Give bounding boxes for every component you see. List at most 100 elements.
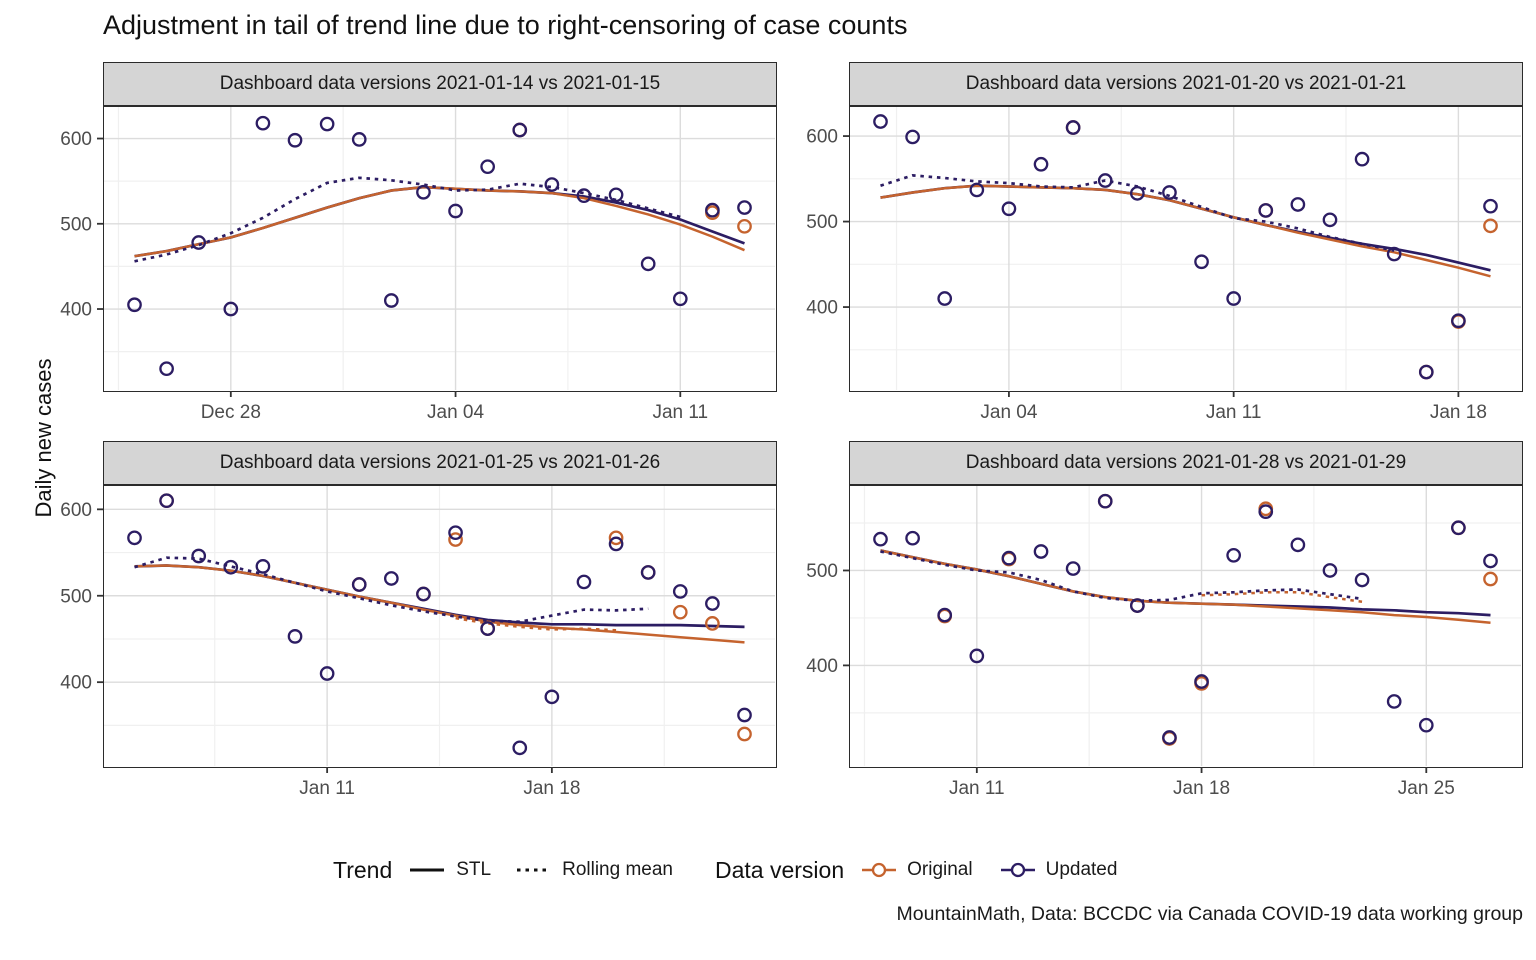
data-point-original [737, 218, 752, 234]
data-point-updated [191, 235, 207, 250]
rolling-mean-original [1201, 591, 1363, 604]
data-point-updated [672, 291, 688, 307]
data-point-updated [544, 177, 560, 192]
data-point-updated [319, 666, 335, 681]
original-key-icon [862, 862, 897, 878]
facet-strip-2-label: Dashboard data versions 2021-01-20 vs 20… [965, 73, 1407, 94]
data-point-updated [1194, 674, 1209, 689]
data-point-updated [1483, 553, 1498, 569]
data-point-updated [937, 291, 953, 306]
data-point-updated [1354, 151, 1370, 167]
data-point-updated [1258, 504, 1274, 519]
data-point-updated [319, 116, 335, 132]
data-point-updated [512, 740, 528, 756]
facet-strip-2: Dashboard data versions 2021-01-20 vs 20… [849, 62, 1523, 106]
data-point-updated [191, 548, 207, 564]
y-tick-label: 400 [60, 673, 92, 694]
y-tick-label: 500 [60, 586, 92, 607]
data-point-updated [223, 559, 239, 575]
x-tick-label: Dec 28 [201, 402, 261, 423]
x-tick-label: Jan 11 [652, 402, 708, 423]
stl-trend-updated [880, 549, 1491, 617]
facet-strip-1: Dashboard data versions 2021-01-14 vs 20… [103, 62, 777, 106]
caption: MountainMath, Data: BCCDC via Canada COV… [896, 903, 1523, 925]
data-point-updated [1386, 246, 1402, 262]
stl-trend-original [880, 549, 1491, 624]
y-tick-label: 500 [60, 214, 92, 235]
y-tick-label: 400 [806, 656, 838, 677]
data-point-updated [737, 200, 752, 215]
data-point-updated [1322, 212, 1338, 228]
y-tick-label: 500 [806, 561, 838, 582]
data-point-original [1483, 571, 1498, 587]
data-point-updated [1033, 544, 1049, 559]
data-point-updated [1258, 203, 1274, 218]
x-tick-label: Jan 25 [1398, 778, 1455, 799]
data-point-original [448, 532, 463, 547]
data-point-updated [127, 297, 142, 313]
data-point-original [705, 616, 720, 631]
x-tick-label: Jan 11 [949, 778, 1005, 799]
data-point-updated [127, 530, 142, 546]
data-point-updated [416, 586, 431, 602]
rolling-mean-original [455, 616, 617, 632]
data-point-updated [1065, 561, 1081, 576]
data-point-original [608, 530, 624, 546]
data-point-updated [1065, 120, 1081, 135]
data-point-updated [905, 129, 920, 145]
x-tick-label: Jan 11 [1206, 402, 1262, 423]
stl-line-key-icon [410, 868, 445, 872]
data-point-updated [1290, 537, 1306, 553]
data-point-updated [1001, 550, 1017, 566]
facet-panel-2: Jan 04 Jan 11 Jan 18 400 500 600 [806, 106, 1523, 423]
y-tick-label: 600 [60, 129, 92, 150]
data-point-updated [1354, 572, 1370, 588]
facet-strip-4-label: Dashboard data versions 2021-01-28 vs 20… [965, 452, 1407, 473]
stl-trend-original [134, 185, 745, 258]
data-point-updated [640, 256, 656, 272]
data-point-updated [1290, 197, 1306, 212]
data-point-updated [1033, 156, 1049, 172]
data-point-updated [705, 596, 720, 611]
data-point-updated [873, 531, 888, 547]
data-point-updated [287, 629, 303, 644]
y-tick-label: 400 [806, 298, 838, 319]
x-tick-label: Jan 04 [980, 402, 1037, 423]
data-point-updated [255, 559, 271, 574]
data-point-updated [480, 621, 496, 636]
data-point-updated [937, 607, 953, 623]
data-point-updated [383, 571, 399, 586]
data-point-updated [873, 114, 888, 129]
legend-rolling-label: Rolling mean [562, 859, 673, 880]
legend-stl-label: STL [456, 859, 492, 880]
data-point-updated [383, 293, 399, 308]
data-point-updated [448, 203, 463, 219]
data-point-updated [480, 159, 496, 175]
stl-trend-original [880, 184, 1491, 278]
facet-strip-3-label: Dashboard data versions 2021-01-25 vs 20… [219, 452, 661, 473]
data-point-updated [1322, 563, 1338, 578]
data-point-updated [1451, 520, 1466, 536]
data-point-updated [1386, 694, 1402, 709]
data-point-updated [1451, 313, 1466, 329]
data-point-updated [576, 574, 592, 590]
data-point-updated [1226, 291, 1242, 306]
data-point-updated [969, 182, 985, 198]
data-point-updated [1483, 198, 1498, 214]
updated-key-icon [1000, 862, 1035, 878]
data-point-updated [1194, 254, 1209, 270]
legend-trend-title: Trend [333, 856, 393, 883]
y-tick-label: 600 [806, 127, 838, 148]
facet-panel-4: Jan 11 Jan 18 Jan 25 400 500 [806, 485, 1523, 799]
stl-trend-updated [134, 185, 745, 258]
data-point-updated [1162, 730, 1177, 745]
data-point-updated [576, 188, 592, 204]
data-point-updated [159, 361, 174, 377]
data-point-updated [287, 132, 303, 148]
legend-original-label: Original [907, 859, 973, 880]
data-point-updated [737, 707, 752, 723]
data-point-original [1483, 218, 1498, 234]
data-point-updated [1226, 547, 1242, 563]
data-point-updated [672, 584, 688, 599]
